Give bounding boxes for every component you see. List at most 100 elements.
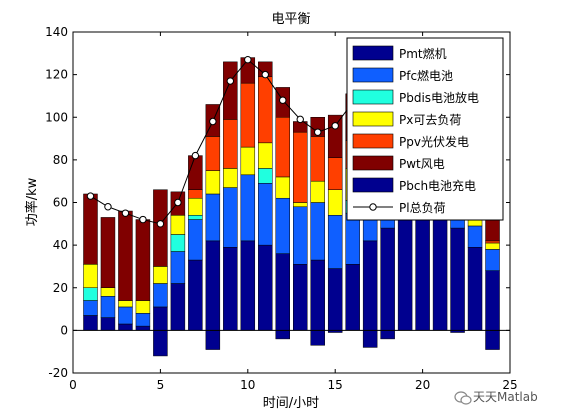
watermark-text: 天天Matlab bbox=[473, 390, 538, 404]
bar-segment-s1-x9 bbox=[223, 187, 238, 248]
bar-segment-s3-x5 bbox=[153, 266, 168, 284]
bar-segment-s4-x9 bbox=[223, 119, 238, 169]
bar-segment-s0-x10 bbox=[240, 240, 256, 331]
bar-segment-s0-x1 bbox=[83, 315, 98, 331]
bar-segment-s0-x15 bbox=[327, 268, 343, 331]
x-tick-label-5: 5 bbox=[157, 378, 165, 392]
bar-segment-s3-x2 bbox=[100, 287, 116, 297]
total-load-point-x10 bbox=[244, 56, 252, 64]
total-load-point-x5 bbox=[156, 220, 165, 228]
bar-segment-s5-x3 bbox=[118, 210, 133, 301]
bar-segment-s6-x5 bbox=[153, 330, 168, 357]
bar-segment-s0-x9 bbox=[223, 247, 238, 331]
bar-segment-s3-x12 bbox=[275, 176, 290, 199]
bar-segment-s1-x12 bbox=[275, 197, 290, 254]
bar-segment-s6-x12 bbox=[275, 330, 290, 340]
bar-segment-s0-x20 bbox=[415, 202, 430, 331]
total-load-point-x9 bbox=[226, 77, 235, 85]
bar-segment-s1-x15 bbox=[327, 215, 343, 269]
chart-title: 电平衡 bbox=[271, 12, 310, 27]
legend-swatch-3 bbox=[352, 111, 394, 127]
legend-label-2: Pbdis电池放电 bbox=[399, 90, 479, 105]
x-tick-label-20: 20 bbox=[415, 378, 430, 392]
total-load-point-x4 bbox=[139, 215, 147, 224]
y-tick-label-20: 20 bbox=[53, 281, 68, 295]
bar-segment-s3-x1 bbox=[83, 264, 98, 288]
legend-label-5: Pwt风电 bbox=[399, 157, 445, 171]
bar-segment-s3-x24 bbox=[485, 242, 500, 250]
bar-segment-s0-x12 bbox=[275, 253, 290, 331]
bar-segment-s1-x1 bbox=[83, 300, 98, 316]
x-tick-label-25: 25 bbox=[502, 378, 517, 392]
bar-segment-s5-x1 bbox=[83, 193, 98, 265]
total-load-point-x12 bbox=[279, 96, 287, 104]
legend-swatch-1 bbox=[352, 67, 394, 83]
x-tick-label-15: 15 bbox=[328, 378, 343, 392]
total-load-point-x11 bbox=[261, 70, 269, 79]
bar-segment-s2-x6 bbox=[170, 234, 186, 252]
legend-label-1: Pfc燃电池 bbox=[399, 68, 453, 83]
bar-segment-s1-x4 bbox=[135, 313, 151, 327]
bar-segment-s3-x11 bbox=[258, 142, 273, 169]
bar-segment-s4-x12 bbox=[275, 117, 290, 178]
bar-segment-s0-x16 bbox=[345, 264, 360, 331]
bar-segment-s4-x10 bbox=[240, 82, 256, 148]
total-load-point-x6 bbox=[174, 198, 182, 207]
legend-label-line: Pl总负荷 bbox=[399, 201, 446, 215]
bar-segment-s1-x3 bbox=[118, 306, 133, 325]
bar-segment-s4-x15 bbox=[327, 157, 343, 190]
bar-segment-s1-x8 bbox=[205, 193, 221, 242]
legend: Pmt燃机 Pfc燃电池 Pbdis电池放电 Px可去负荷 Ppv光伏发电 Pwt风电 Pb… bbox=[346, 37, 504, 221]
bar-segment-s1-x24 bbox=[485, 249, 500, 271]
bar-segment-s2-x7 bbox=[188, 215, 203, 220]
bar-segment-s0-x23 bbox=[467, 247, 483, 331]
bar-segment-s3-x10 bbox=[240, 146, 256, 176]
bar-segment-s0-x7 bbox=[188, 259, 203, 331]
wechat-logo-icon bbox=[454, 391, 472, 405]
total-load-point-x13 bbox=[296, 115, 304, 124]
y-tick-label-120: 120 bbox=[45, 68, 68, 82]
bar-segment-s6-x17 bbox=[362, 330, 378, 348]
bar-segment-s0-x4 bbox=[135, 325, 151, 331]
bar-segment-s6-x14 bbox=[310, 330, 325, 346]
bar-segment-s4-x13 bbox=[293, 131, 308, 203]
y-axis-ticks: -20 0 20 40 60 80 100 120 140 bbox=[45, 25, 510, 380]
bar-segment-s2-x11 bbox=[258, 168, 273, 184]
bar-segment-s6-x24 bbox=[485, 330, 500, 350]
bars-group bbox=[73, 57, 510, 357]
bar-segment-s5-x9 bbox=[223, 61, 238, 120]
bar-segment-s0-x19 bbox=[397, 212, 413, 331]
bar-segment-s1-x23 bbox=[467, 225, 483, 248]
bar-segment-s5-x4 bbox=[135, 219, 151, 301]
legend-label-4: Ppv光伏发电 bbox=[399, 134, 469, 149]
bar-segment-s3-x4 bbox=[135, 300, 151, 314]
bar-segment-s0-x8 bbox=[205, 240, 221, 331]
bar-segment-s5-x7 bbox=[188, 155, 203, 190]
bar-segment-s1-x14 bbox=[310, 202, 325, 261]
y-tick-label-40: 40 bbox=[53, 238, 68, 252]
total-load-point-x3 bbox=[121, 209, 130, 217]
bar-segment-s4-x8 bbox=[205, 136, 221, 171]
bar-segment-s0-x24 bbox=[485, 270, 500, 331]
bar-segment-s1-x6 bbox=[170, 251, 186, 284]
bar-segment-s2-x1 bbox=[83, 287, 98, 301]
bar-segment-s0-x5 bbox=[153, 306, 168, 331]
x-axis-label: 时间/小时 bbox=[263, 396, 319, 411]
bar-segment-s3-x14 bbox=[310, 180, 325, 203]
y-axis-label: 功率/kw bbox=[24, 177, 40, 226]
legend-swatch-2 bbox=[352, 89, 394, 105]
bar-segment-s4-x14 bbox=[310, 136, 325, 182]
total-load-point-x2 bbox=[104, 203, 112, 211]
bar-segment-s4-x11 bbox=[258, 76, 273, 144]
y-tick-label-60: 60 bbox=[53, 196, 68, 210]
legend-swatch-0 bbox=[352, 45, 394, 61]
total-load-point-x8 bbox=[209, 117, 217, 126]
x-tick-label-10: 10 bbox=[240, 378, 255, 392]
bar-segment-s0-x14 bbox=[310, 259, 325, 331]
bar-segment-s5-x2 bbox=[100, 217, 116, 288]
bar-segment-s0-x21 bbox=[432, 204, 448, 331]
bar-segment-s6-x18 bbox=[380, 330, 395, 340]
bar-segment-s5-x15 bbox=[327, 114, 343, 159]
bar-segment-s0-x18 bbox=[380, 227, 395, 331]
